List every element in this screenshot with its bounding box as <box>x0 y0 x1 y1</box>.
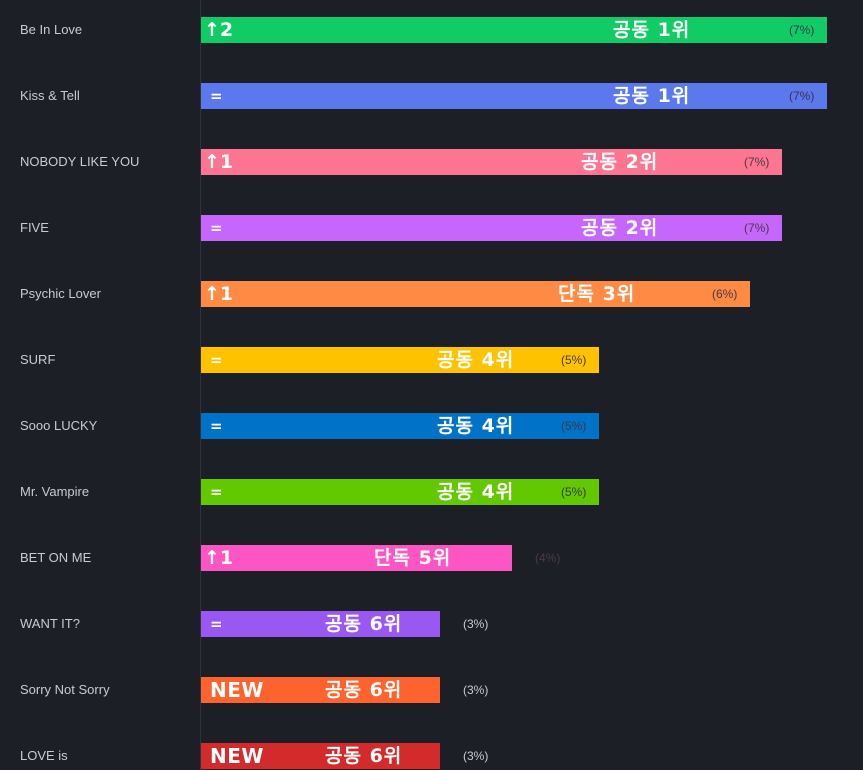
bar: ↑1 <box>201 545 512 571</box>
category-label: SURF <box>20 352 56 367</box>
chart-row: NOBODY LIKE YOU ↑1 공동 2위 (7%) <box>0 149 863 175</box>
category-label: WANT IT? <box>20 616 80 631</box>
chart-row: BET ON ME ↑1 단독 5위 (4%) <box>0 545 863 571</box>
chart-row: Psychic Lover ↑1 단독 3위 (6%) <box>0 281 863 307</box>
percent-label: (5%) <box>561 485 587 499</box>
percent-label: (6%) <box>712 287 738 301</box>
rank-label: 공동 4위 <box>437 481 515 503</box>
category-label: Be In Love <box>20 22 83 37</box>
category-label: Mr. Vampire <box>20 484 90 499</box>
rank-change-label: = <box>210 219 223 237</box>
chart-row: FIVE = 공동 2위 (7%) <box>0 215 863 241</box>
percent-label: (3%) <box>463 683 489 697</box>
rank-change-label: ↑2 <box>204 19 234 41</box>
chart-row: Sooo LUCKY = 공동 4위 (5%) <box>0 413 863 439</box>
chart-row: LOVE is NEW 공동 6위 (3%) <box>0 743 863 769</box>
bar: = <box>201 413 599 439</box>
rank-label: 공동 4위 <box>437 415 515 437</box>
bar: ↑1 <box>201 281 750 307</box>
category-label: Sooo LUCKY <box>20 418 98 433</box>
chart-row: Mr. Vampire = 공동 4위 (5%) <box>0 479 863 505</box>
bar: = <box>201 215 782 241</box>
bar: NEW <box>201 677 440 703</box>
rank-label: 공동 2위 <box>581 151 659 173</box>
percent-label: (4%) <box>535 551 561 565</box>
percent-label: (5%) <box>561 419 587 433</box>
rank-change-label: = <box>210 483 223 501</box>
category-label: BET ON ME <box>20 550 92 565</box>
rank-change-label: = <box>210 87 223 105</box>
rank-label: 단독 5위 <box>374 547 452 569</box>
rank-change-label: = <box>210 615 223 633</box>
rank-label: 공동 6위 <box>325 679 403 701</box>
rank-change-label: ↑1 <box>204 283 234 305</box>
rank-label: 공동 1위 <box>613 85 691 107</box>
bar: = <box>201 611 440 637</box>
bar: = <box>201 479 599 505</box>
rank-change-label: = <box>210 351 223 369</box>
axis-line <box>200 0 201 770</box>
rank-label: 공동 2위 <box>581 217 659 239</box>
percent-label: (3%) <box>463 617 489 631</box>
percent-label: (3%) <box>463 749 489 763</box>
chart-row: SURF = 공동 4위 (5%) <box>0 347 863 373</box>
chart-row: Sorry Not Sorry NEW 공동 6위 (3%) <box>0 677 863 703</box>
bar: ↑1 <box>201 149 782 175</box>
percent-label: (7%) <box>789 89 815 103</box>
category-label: Sorry Not Sorry <box>20 682 110 697</box>
rank-change-label: NEW <box>210 744 264 768</box>
rank-label: 단독 3위 <box>558 283 636 305</box>
rank-label: 공동 6위 <box>325 613 403 635</box>
category-label: NOBODY LIKE YOU <box>20 154 140 169</box>
chart-row: WANT IT? = 공동 6위 (3%) <box>0 611 863 637</box>
rank-change-label: NEW <box>210 678 264 702</box>
rank-change-label: ↑1 <box>204 547 234 569</box>
category-label: FIVE <box>20 220 49 235</box>
percent-label: (5%) <box>561 353 587 367</box>
rank-label: 공동 6위 <box>325 745 403 767</box>
bar: = <box>201 347 599 373</box>
category-label: Kiss & Tell <box>20 88 80 103</box>
percent-label: (7%) <box>744 221 770 235</box>
bar: = <box>201 83 827 109</box>
percent-label: (7%) <box>744 155 770 169</box>
rank-change-label: ↑1 <box>204 151 234 173</box>
bar: NEW <box>201 743 440 769</box>
bar: ↑2 <box>201 17 827 43</box>
category-label: LOVE is <box>20 748 68 763</box>
percent-label: (7%) <box>789 23 815 37</box>
category-label: Psychic Lover <box>20 286 101 301</box>
chart-row: Kiss & Tell = 공동 1위 (7%) <box>0 83 863 109</box>
chart-row: Be In Love ↑2 공동 1위 (7%) <box>0 17 863 43</box>
rank-label: 공동 1위 <box>613 19 691 41</box>
rank-label: 공동 4위 <box>437 349 515 371</box>
rank-change-label: = <box>210 417 223 435</box>
